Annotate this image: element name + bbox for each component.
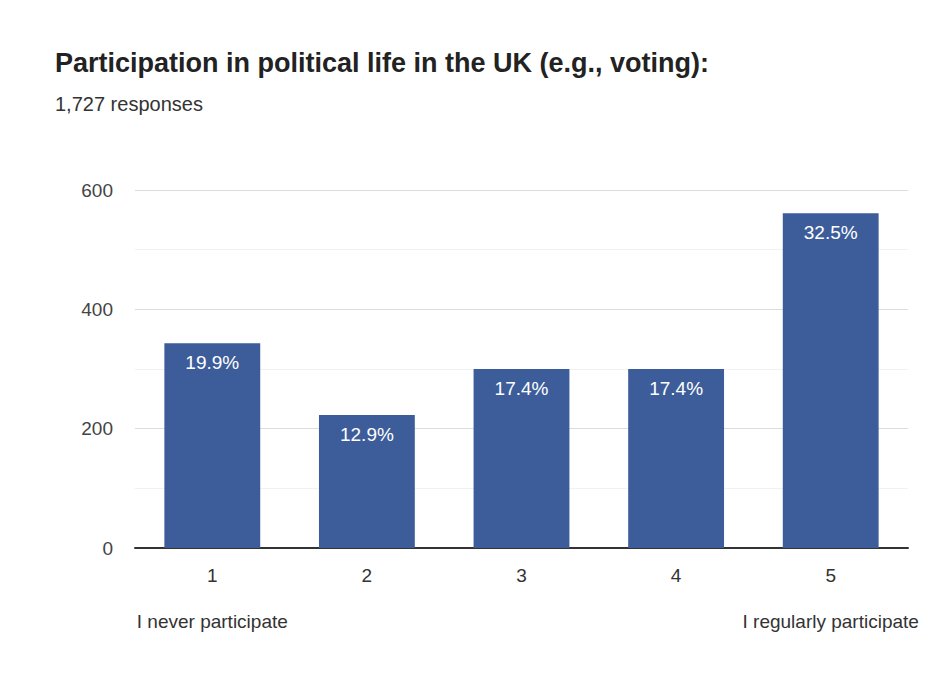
svg-text:19.9%: 19.9%	[185, 352, 239, 373]
svg-text:3: 3	[516, 565, 527, 586]
svg-text:200: 200	[81, 418, 113, 439]
svg-text:32.5%: 32.5%	[804, 222, 858, 243]
svg-text:17.4%: 17.4%	[495, 378, 549, 399]
svg-text:I never participate: I never participate	[137, 611, 288, 632]
svg-text:0: 0	[102, 538, 113, 559]
svg-text:17.4%: 17.4%	[649, 378, 703, 399]
svg-text:1: 1	[207, 565, 218, 586]
svg-text:4: 4	[671, 565, 682, 586]
svg-text:400: 400	[81, 299, 113, 320]
svg-text:5: 5	[825, 565, 836, 586]
svg-text:1,727 responses: 1,727 responses	[55, 93, 203, 115]
svg-text:I regularly participate: I regularly participate	[743, 611, 919, 632]
svg-text:Participation in political lif: Participation in political life in the U…	[55, 48, 709, 78]
svg-text:12.9%: 12.9%	[340, 424, 394, 445]
svg-text:600: 600	[81, 180, 113, 201]
svg-text:2: 2	[362, 565, 373, 586]
